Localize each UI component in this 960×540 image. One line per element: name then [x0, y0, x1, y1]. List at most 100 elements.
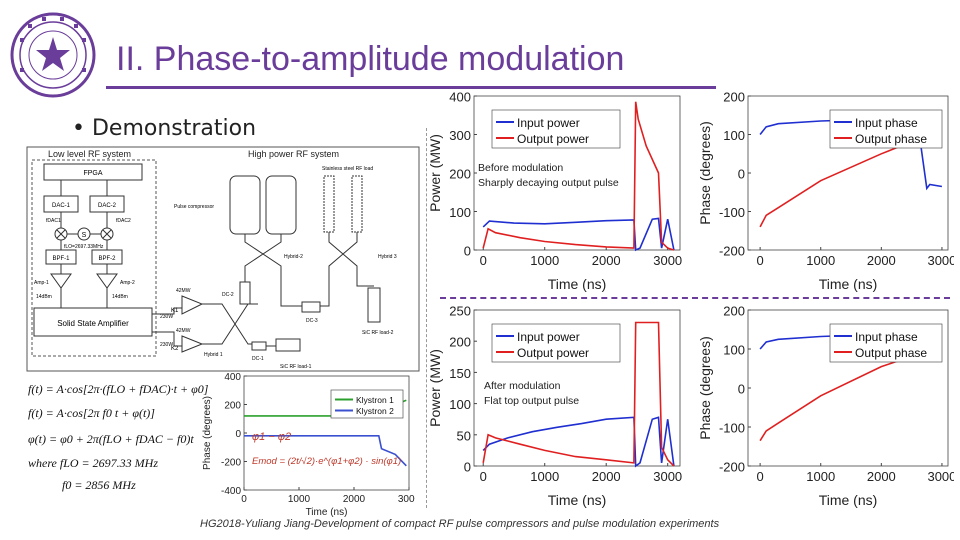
x-tick-label: 3000: [927, 469, 954, 484]
y-tick-label: -100: [719, 205, 745, 220]
y-tick-label: 0: [464, 244, 471, 259]
series-line-klystron-2: [244, 435, 407, 467]
x-tick-label: 2000: [592, 469, 621, 484]
annotation-after-title: After modulation: [484, 380, 561, 392]
dc2-label: DC-2: [222, 292, 234, 298]
y-tick-label: -200: [221, 458, 241, 469]
university-seal-logo: [10, 12, 96, 98]
divider-dashed-vertical: [426, 128, 427, 508]
x-tick-label: 2000: [343, 494, 366, 505]
y-axis-label: Phase (degrees): [202, 396, 213, 470]
hybrid1-label: Hybrid 1: [204, 352, 223, 358]
x-axis-label: Time (ns): [548, 492, 607, 508]
legend-box: [330, 389, 404, 419]
amp1-output-label: 14dBm: [36, 294, 52, 300]
chart-phase-before: 0 1000 2000 3000 -200 -100 0 100 200 Time (ns) Pha…: [697, 90, 954, 292]
y-axis-label: Phase (degrees): [697, 336, 713, 440]
chart-power-before: 0 1000 2000 3000 0 100 200 300 400 Time (ns) Power…: [427, 90, 682, 292]
dc1-label: DC-1: [252, 356, 264, 362]
legend-label: Klystron 1: [356, 395, 394, 405]
y-axis-label: Power (MW): [427, 134, 443, 212]
y-tick-label: 0: [235, 429, 241, 440]
y-tick-label: -400: [221, 486, 241, 497]
y-tick-label: 100: [723, 343, 745, 358]
annotation-after-detail: Flat top output pulse: [484, 395, 580, 407]
x-tick-label: 1000: [806, 469, 835, 484]
hybrid3-label: Hybrid 3: [378, 254, 397, 260]
y-tick-label: 100: [449, 205, 471, 220]
hybrid2-label: Hybrid-2: [284, 254, 303, 260]
legend-box: [491, 109, 621, 149]
y-tick-label: 0: [738, 167, 745, 182]
x-tick-label: 3000: [653, 469, 682, 484]
inset-equation-emod: Emod = (2t/√2)·e^(φ1+φ2) · sin(φ1): [252, 456, 401, 467]
legend-box: [829, 323, 943, 363]
x-tick-label: 0: [757, 253, 764, 268]
chart-klystron-phase: 0 1000 2000 3000 -400 -200 0 200 400 Time (ns) Pha…: [202, 372, 415, 518]
legend-label: Output power: [517, 132, 589, 146]
legend-box: [491, 323, 621, 363]
k2-power-label: 42MW: [176, 328, 191, 334]
y-tick-label: 50: [457, 428, 471, 443]
x-axis-label: Time (ns): [306, 507, 348, 518]
amp1-label: Amp-1: [34, 280, 49, 286]
ssa-output1-label: 230W: [160, 314, 173, 320]
sic-load1-label: SiC RF load-1: [280, 364, 312, 370]
chart-phase-after: 0 1000 2000 3000 -200 -100 0 100 200 Time (ns) Pha…: [697, 304, 954, 508]
y-tick-label: 400: [224, 372, 241, 383]
x-tick-label: 1000: [530, 469, 559, 484]
y-tick-label: -200: [719, 460, 745, 475]
inset-equation-phase-difference: φ1 − φ2: [252, 431, 291, 443]
y-tick-label: 400: [449, 90, 471, 105]
chart-power-after: 0 1000 2000 3000 0 50 100 150 200 250 Time (ns) Pow…: [427, 304, 682, 508]
y-tick-label: 0: [464, 460, 471, 475]
dac2-label: DAC-2: [98, 203, 117, 209]
legend-label: Input power: [517, 116, 580, 130]
x-axis-label: Time (ns): [819, 492, 878, 508]
amp2-label: Amp-2: [120, 280, 135, 286]
dac1-label: DAC-1: [52, 203, 71, 209]
divider-dashed: [440, 297, 950, 299]
k2-label: K2: [171, 346, 179, 352]
sic-load2-label: SiC RF load-2: [362, 330, 394, 336]
flo-label: fLO=2697.33MHz: [64, 244, 104, 250]
k1-label: K1: [171, 308, 179, 314]
x-tick-label: 1000: [530, 253, 559, 268]
x-tick-label: 2000: [867, 253, 896, 268]
amp2-output-label: 14dBm: [112, 294, 128, 300]
annotation-before-detail: Sharply decaying output pulse: [478, 177, 619, 189]
k1-power-label: 42MW: [176, 288, 191, 294]
bpf1-label: BPF-1: [52, 256, 70, 262]
equation-1: f(t) = A·cos[2π·(fLO + fDAC)·t + φ0]: [28, 382, 209, 396]
equation-5: f0 = 2856 MHz: [62, 478, 136, 492]
legend-label: Input phase: [855, 330, 918, 344]
x-tick-label: 2000: [867, 469, 896, 484]
x-tick-label: 0: [241, 494, 247, 505]
fpga-label: FPGA: [83, 170, 102, 177]
y-tick-label: 200: [723, 304, 745, 319]
pulse-compressor-label: Pulse compressor: [174, 204, 214, 210]
dc3-label: DC-3: [306, 318, 318, 324]
splitter-label: S: [82, 232, 87, 239]
y-tick-label: 100: [449, 397, 471, 412]
y-tick-label: 200: [723, 90, 745, 105]
x-axis-label: Time (ns): [548, 276, 607, 292]
y-tick-label: 200: [449, 335, 471, 350]
x-tick-label: 0: [480, 469, 487, 484]
footer-citation: HG2018-Yuliang Jiang-Development of comp…: [200, 518, 720, 530]
diagram-high-power-label: High power RF system: [248, 149, 339, 159]
equation-3: φ(t) = φ0 + 2π(fLO + fDAC − f0)t: [28, 432, 194, 446]
x-tick-label: 1000: [806, 253, 835, 268]
bpf2-label: BPF-2: [98, 256, 116, 262]
y-tick-label: 300: [449, 128, 471, 143]
series-line-output-power: [482, 321, 675, 467]
x-tick-label: 0: [757, 469, 764, 484]
x-tick-label: 2000: [592, 253, 621, 268]
x-tick-label: 3000: [398, 494, 415, 505]
bullet-demonstration: • Demonstration: [72, 116, 257, 141]
y-tick-label: 250: [449, 304, 471, 319]
x-tick-label: 3000: [927, 253, 954, 268]
title-underline: [106, 86, 716, 89]
fdac2-label: fDAC2: [116, 218, 131, 224]
diagram-low-level-label: Low level RF system: [48, 149, 131, 159]
